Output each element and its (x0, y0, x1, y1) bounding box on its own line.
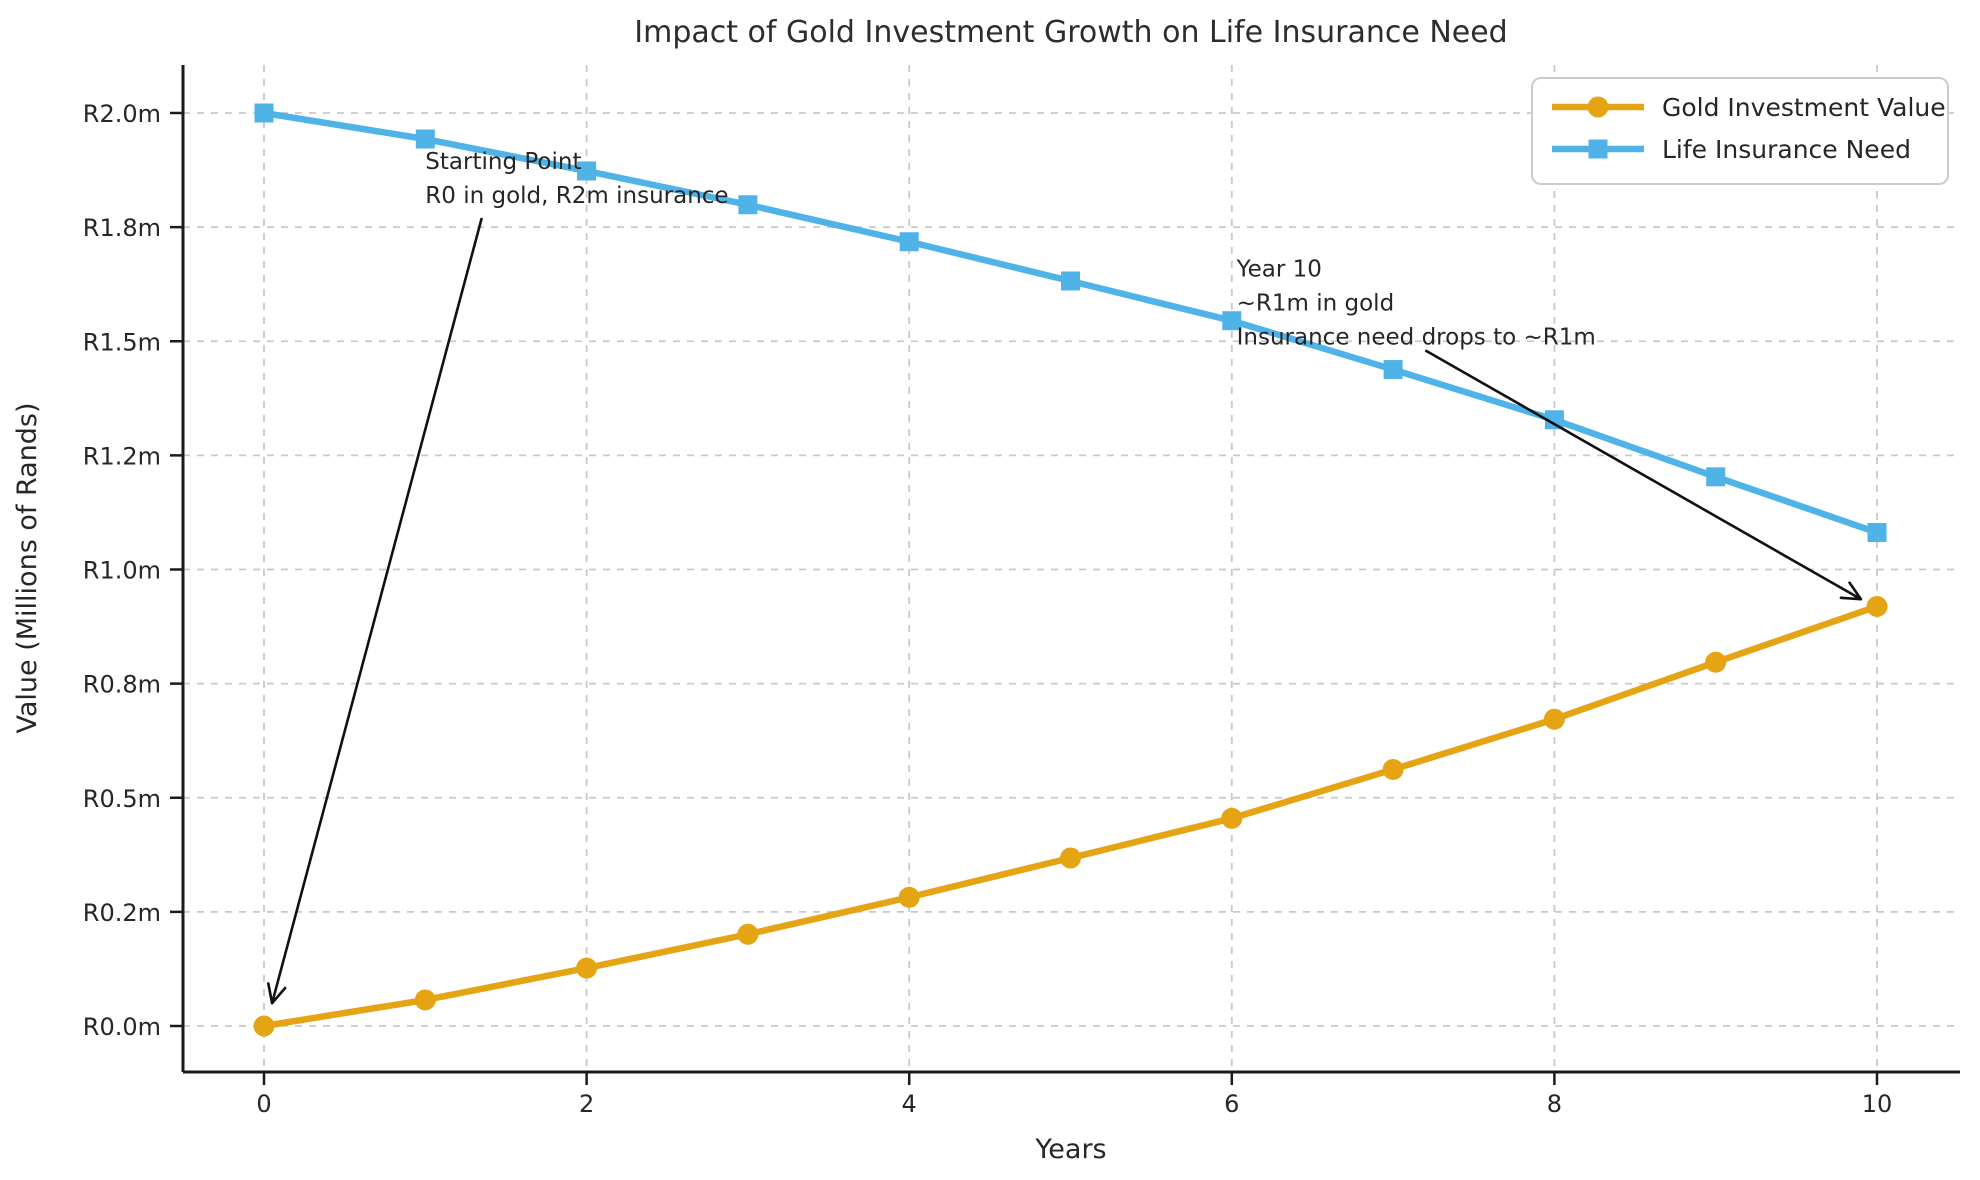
gold-investment-point-year-10 (1866, 595, 1888, 617)
gold-investment-point-year-2 (576, 957, 598, 979)
gold-investment-point-year-7 (1382, 758, 1404, 780)
data-series (253, 103, 1888, 1037)
y-tick-label: R2.0m (83, 100, 161, 128)
y-tick-label: R1.8m (83, 214, 161, 242)
legend-entry-1: Life Insurance Need (1662, 135, 1911, 164)
gold-investment-point-year-0 (253, 1015, 275, 1037)
y-tick-label: R1.2m (83, 442, 161, 470)
x-tick-label: 6 (1224, 1090, 1239, 1118)
gold-investment-point-year-6 (1221, 807, 1243, 829)
gold-investment-point-year-1 (414, 989, 436, 1011)
gold-investment-point-year-4 (898, 886, 920, 908)
annotation-text-0-line-0: Starting Point (425, 149, 581, 175)
x-tick-label: 0 (256, 1090, 271, 1118)
life-insurance-point-year-9 (1706, 467, 1726, 487)
legend-entry-0: Gold Investment Value (1662, 93, 1946, 122)
y-tick-label: R0.5m (83, 785, 161, 813)
life-insurance-point-year-4 (899, 232, 919, 252)
x-tick-label: 8 (1547, 1090, 1562, 1118)
annotation-arrow-0 (270, 217, 484, 1004)
annotation-text-1-line-2: Insurance need drops to ~R1m (1237, 325, 1596, 351)
gold-investment-point-year-8 (1543, 708, 1565, 730)
x-tick-label: 4 (902, 1090, 917, 1118)
gold-investment-point-year-3 (737, 923, 759, 945)
axes-spines (181, 65, 1960, 1074)
legend-marker-circle (1587, 96, 1609, 118)
tick-labels: R0.0m R0.2m R0.5m R0.8m R1.0m R1.2m R1.5m R1.8m… (83, 100, 1893, 1118)
gold-investment-point-year-5 (1060, 847, 1081, 869)
life-insurance-point-year-5 (1061, 271, 1080, 291)
life-insurance-point-year-0 (254, 103, 274, 123)
y-tick-label: R1.0m (83, 557, 161, 585)
annotation-text-1-line-0: Year 10 (1236, 257, 1322, 283)
y-tick-label: R0.8m (83, 671, 161, 699)
legend-marker-square (1588, 139, 1608, 159)
chart-title: Impact of Gold Investment Growth on Life… (634, 15, 1507, 50)
life-insurance-point-year-3 (738, 195, 758, 215)
grid-lines (183, 65, 1960, 1072)
annotations: Starting Point R0 in gold, R2m insurance Y… (267, 149, 1863, 1005)
life-insurance-point-year-1 (415, 129, 435, 149)
annotation-arrowhead-0-0 (267, 982, 274, 1005)
gold-investment-line (260, 603, 1881, 1030)
y-tick-label: R1.5m (83, 328, 161, 356)
gold-investment-point-year-9 (1705, 651, 1727, 673)
life-insurance-point-year-7 (1383, 360, 1403, 380)
annotation-text-0-line-1: R0 in gold, R2m insurance (425, 183, 728, 209)
y-tick-label: R0.2m (83, 899, 161, 927)
x-tick-label: 2 (579, 1090, 594, 1118)
y-axis-label: Value (Millions of Rands) (12, 402, 43, 733)
annotation-arrowhead-0-1 (270, 986, 287, 1005)
x-tick-label: 10 (1862, 1090, 1893, 1118)
annotation-arrowhead-1-1 (1848, 581, 1863, 601)
life-insurance-point-year-10 (1867, 523, 1887, 543)
axis-ticks (170, 111, 1879, 1085)
legend: Gold Investment Value Life Insurance Need (1531, 77, 1949, 185)
annotation-text-1-line-1: ~R1m in gold (1237, 291, 1395, 317)
life-insurance-point-year-6 (1222, 311, 1242, 331)
annotation-arrow-1 (1424, 349, 1862, 601)
x-axis-label: Years (1034, 1134, 1106, 1165)
life-insurance-point-year-8 (1544, 410, 1564, 430)
life-insurance-point-year-2 (577, 161, 597, 181)
annotation-arrowhead-1-0 (1839, 596, 1863, 601)
y-tick-label: R0.0m (83, 1013, 161, 1041)
